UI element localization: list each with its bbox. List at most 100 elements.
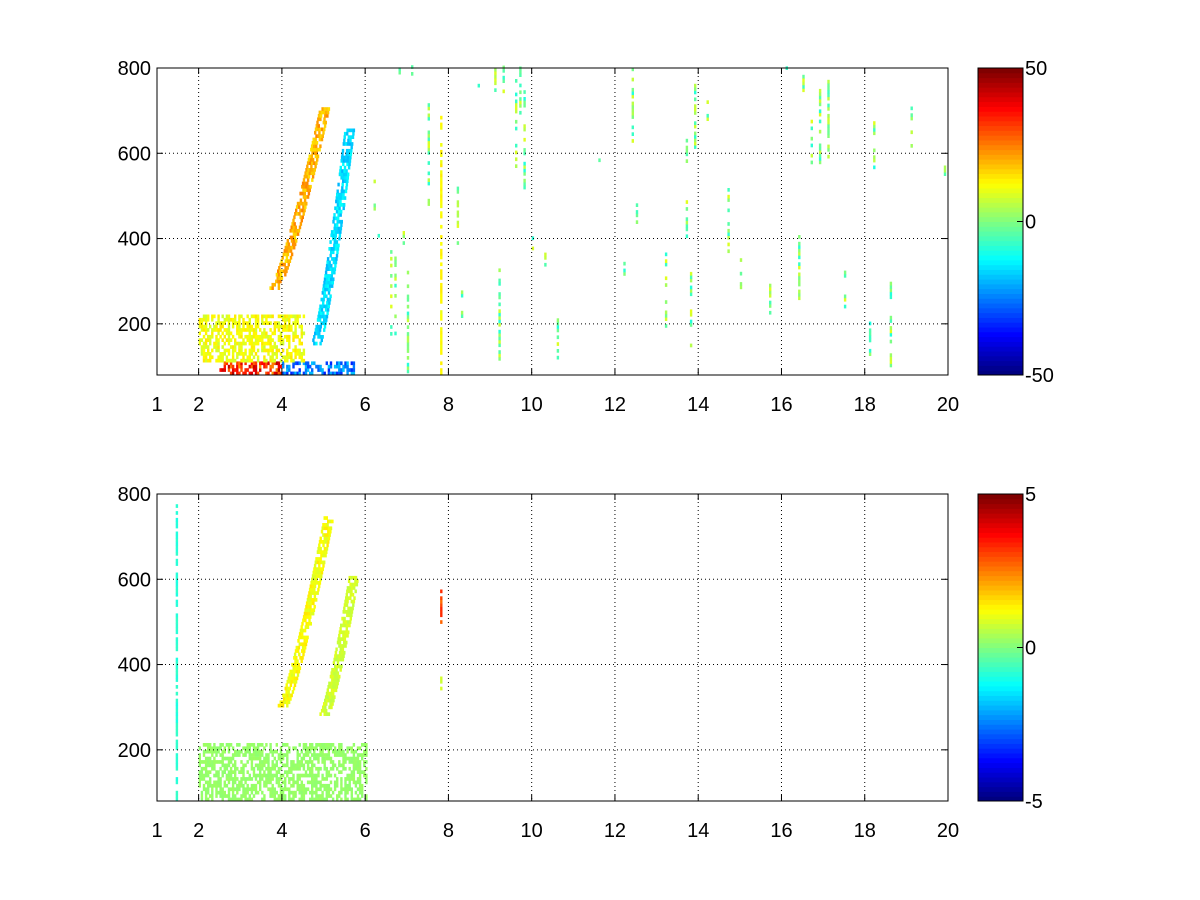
heatmap-cell <box>302 756 306 761</box>
heatmap-cell <box>440 143 443 147</box>
heatmap-cell <box>365 743 368 747</box>
heatmap-cell <box>324 695 328 699</box>
heatmap-cell <box>327 743 331 747</box>
heatmap-cell <box>311 161 314 165</box>
heatmap-cell <box>229 371 233 376</box>
heatmap-cell <box>211 348 214 353</box>
heatmap-cell <box>285 700 289 705</box>
heatmap-cell <box>296 321 299 325</box>
heatmap-cell <box>236 777 239 781</box>
heatmap-cell <box>350 575 353 580</box>
heatmap-cell <box>277 314 281 319</box>
colorbar-segment <box>978 259 1023 266</box>
heatmap-cell <box>294 659 297 664</box>
heatmap-cell <box>333 226 336 231</box>
heatmap-cell <box>363 773 366 778</box>
heatmap-cell <box>290 783 293 788</box>
heatmap-cell <box>263 364 266 369</box>
heatmap-cell <box>269 780 272 785</box>
heatmap-cell <box>213 746 216 751</box>
heatmap-cell <box>664 262 668 267</box>
heatmap-cell <box>211 314 214 319</box>
heatmap-cell <box>308 601 311 606</box>
heatmap-cell <box>254 352 258 356</box>
heatmap-cell <box>240 345 243 349</box>
heatmap-cell <box>344 599 347 604</box>
heatmap-cell <box>215 794 218 798</box>
heatmap-cell <box>275 780 278 785</box>
heatmap-cell <box>350 361 353 366</box>
heatmap-cell <box>326 260 329 265</box>
heatmap-cell <box>333 257 336 261</box>
heatmap-cell <box>288 787 291 792</box>
heatmap-cell <box>308 154 311 159</box>
heatmap-cell <box>427 137 430 142</box>
heatmap-cell <box>440 242 443 246</box>
heatmap-cell <box>313 777 316 781</box>
heatmap-cell <box>329 746 333 751</box>
heatmap-cell <box>213 743 216 747</box>
heatmap-cell <box>291 690 295 694</box>
heatmap-cell <box>342 787 345 792</box>
heatmap-cell <box>250 352 254 356</box>
heatmap-cell <box>315 756 318 761</box>
heatmap-cell <box>202 783 206 788</box>
heatmap-cell <box>406 335 410 340</box>
colorbar-segment <box>978 168 1023 175</box>
heatmap-cell <box>350 371 353 376</box>
heatmap-cell <box>207 746 210 751</box>
heatmap-cell <box>244 341 247 346</box>
heatmap-feature <box>277 516 334 708</box>
heatmap-cell <box>303 198 307 203</box>
heatmap-cell <box>346 746 349 751</box>
heatmap-cell <box>427 113 430 118</box>
heatmap-cell <box>324 270 328 275</box>
heatmap-cell <box>296 348 299 353</box>
heatmap-cell <box>290 355 293 360</box>
heatmap-cell <box>213 749 216 754</box>
heatmap-cell <box>330 230 334 234</box>
heatmap-cell <box>290 358 293 363</box>
heatmap-cell <box>292 783 295 788</box>
heatmap-cell <box>250 777 254 781</box>
heatmap-cell <box>291 662 294 667</box>
heatmap-cell <box>263 328 266 332</box>
heatmap-cell <box>250 760 254 764</box>
colorbar-segment <box>978 498 1023 505</box>
heatmap-cell <box>344 623 347 628</box>
heatmap-cell <box>244 790 247 795</box>
heatmap-cell <box>277 766 281 771</box>
heatmap-cell <box>332 216 336 221</box>
heatmap-cell <box>198 746 201 751</box>
heatmap-cell <box>304 371 308 376</box>
heatmap-cell <box>321 746 324 751</box>
heatmap-cell <box>250 756 254 761</box>
heatmap-cell <box>175 722 179 727</box>
heatmap-cell <box>269 777 272 781</box>
heatmap-cell <box>356 777 360 781</box>
heatmap-cell <box>304 181 307 186</box>
heatmap-cell <box>256 341 260 346</box>
heatmap-cell <box>306 178 310 182</box>
heatmap-cell <box>288 797 291 802</box>
heatmap-cell <box>248 753 251 757</box>
heatmap-cell <box>317 314 320 319</box>
heatmap-cell <box>502 65 505 70</box>
heatmap-cell <box>827 103 830 108</box>
heatmap-cell <box>515 92 518 97</box>
heatmap-cell <box>310 171 314 176</box>
heatmap-cell <box>354 790 358 795</box>
colorbar-segment <box>978 618 1023 625</box>
colorbar-segment <box>978 307 1023 314</box>
heatmap-cell <box>280 259 283 263</box>
heatmap-cell <box>271 787 274 792</box>
heatmap-cell <box>873 131 876 136</box>
heatmap-cell <box>229 773 233 778</box>
heatmap-cell <box>349 606 352 611</box>
heatmap-cell <box>279 338 283 342</box>
heatmap-cell <box>498 353 501 358</box>
heatmap-cell <box>331 674 335 679</box>
heatmap-cell <box>244 321 247 325</box>
heatmap-cell <box>348 760 351 764</box>
heatmap-cell <box>303 611 307 616</box>
